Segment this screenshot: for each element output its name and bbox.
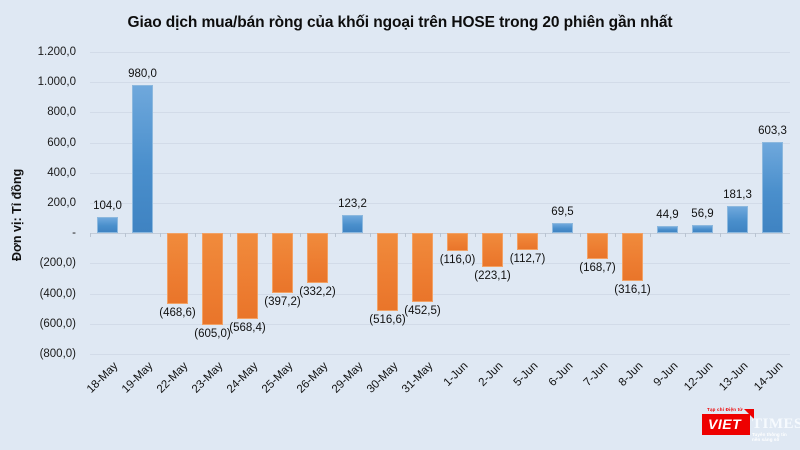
axis-tick xyxy=(300,233,301,238)
gridline xyxy=(90,172,790,174)
bar[interactable] xyxy=(447,233,468,251)
y-axis-tick-label: (600,0) xyxy=(39,317,76,330)
logo-brand-primary: VIET xyxy=(708,416,742,432)
chart-title: Giao dịch mua/bán ròng của khối ngoại tr… xyxy=(127,14,673,31)
bar[interactable] xyxy=(167,233,188,304)
bar[interactable] xyxy=(202,233,223,325)
gridline xyxy=(90,142,790,144)
bar[interactable] xyxy=(272,233,293,294)
axis-tick xyxy=(230,233,231,238)
bar[interactable] xyxy=(377,233,398,312)
axis-tick xyxy=(755,233,756,238)
y-axis-tick-label: 200,0 xyxy=(47,197,76,209)
logo-tagline-top: Tạp chí Điện tử xyxy=(707,407,743,412)
bar[interactable] xyxy=(482,233,503,267)
bar-value-label: (332,2) xyxy=(299,286,336,299)
x-axis-tick-label: 18-May xyxy=(84,360,120,396)
bar[interactable] xyxy=(552,222,573,234)
bar[interactable] xyxy=(762,142,783,234)
axis-tick xyxy=(545,233,546,238)
bar-value-label: (397,2) xyxy=(264,296,301,309)
gridline xyxy=(90,293,790,295)
logo-red-box xyxy=(702,414,750,435)
axis-tick xyxy=(615,233,616,238)
logo-tagline-bottom: Tuyên thông tin nền sáng số xyxy=(752,432,787,442)
bar[interactable] xyxy=(657,226,678,234)
axis-tick xyxy=(90,233,91,238)
gridline xyxy=(90,354,790,355)
axis-tick xyxy=(265,233,266,238)
y-axis-tick-label: 800,0 xyxy=(47,106,76,119)
bar[interactable] xyxy=(692,224,713,234)
bar[interactable] xyxy=(132,85,153,234)
axis-tick xyxy=(510,233,511,238)
gridline xyxy=(90,112,790,114)
y-axis-tick-label: (800,0) xyxy=(39,348,76,360)
bar-value-label: 56,9 xyxy=(691,207,714,220)
bar[interactable] xyxy=(622,233,643,281)
axis-tick xyxy=(720,233,721,238)
axis-tick xyxy=(475,233,476,238)
bar[interactable] xyxy=(727,205,748,234)
axis-tick xyxy=(335,233,336,238)
axis-tick xyxy=(125,233,126,238)
bar-value-label: (568,4) xyxy=(229,322,266,335)
bar[interactable] xyxy=(307,233,328,284)
axis-tick xyxy=(370,233,371,238)
gridline xyxy=(90,203,790,204)
bar[interactable] xyxy=(342,214,363,234)
bar[interactable] xyxy=(237,233,258,320)
y-axis-tick-label: 400,0 xyxy=(47,166,76,179)
axis-tick xyxy=(685,233,686,238)
bar[interactable] xyxy=(517,233,538,251)
axis-tick xyxy=(160,233,161,238)
axis-tick xyxy=(440,233,441,238)
bar-value-label: 69,5 xyxy=(551,205,574,218)
y-axis-tick-label: (400,0) xyxy=(39,287,76,300)
gridline xyxy=(90,52,790,53)
axis-tick xyxy=(650,233,651,238)
bar-value-label: 181,3 xyxy=(723,188,752,201)
bar[interactable] xyxy=(412,233,433,302)
y-axis-tick-label: - xyxy=(72,227,76,240)
bar-value-label: (168,7) xyxy=(579,261,616,274)
bar-value-label: 980,0 xyxy=(128,68,157,81)
bar-value-label: (116,0) xyxy=(439,253,476,266)
y-axis-tick-label: 600,0 xyxy=(47,136,76,149)
bar[interactable] xyxy=(97,217,118,234)
bar-value-label: 123,2 xyxy=(338,197,367,210)
y-axis-tick-label: 1.200,0 xyxy=(37,46,76,58)
y-axis-tick-label: (200,0) xyxy=(39,257,76,270)
gridline xyxy=(90,323,790,325)
axis-tick xyxy=(405,233,406,238)
bar-value-label: (112,7) xyxy=(509,253,546,266)
axis-tick xyxy=(195,233,196,238)
bar-value-label: (468,6) xyxy=(159,306,196,319)
bar[interactable] xyxy=(587,233,608,259)
bar-value-label: (316,1) xyxy=(614,283,651,296)
axis-tick xyxy=(580,233,581,238)
bar-value-label: (605,0) xyxy=(194,327,231,340)
bar-value-label: (452,5) xyxy=(404,304,441,317)
viettimes-logo: Tạp chí Điện tử VIET TIMES Tuyên thông t… xyxy=(700,406,800,444)
y-axis-tick-label: 1.000,0 xyxy=(37,76,76,89)
bar-value-label: 104,0 xyxy=(93,200,122,213)
bar-value-label: 44,9 xyxy=(656,209,679,222)
logo-brand-secondary: TIMES xyxy=(752,416,800,432)
bar-value-label: (223,1) xyxy=(474,269,511,282)
gridline xyxy=(90,82,790,84)
bar-value-label: (516,6) xyxy=(369,314,406,327)
plot-area: 1.200,0 1.000,0 800,0 600,0 400,0 200,0 - (200,… xyxy=(38,46,790,396)
gridline xyxy=(90,263,790,265)
bar-value-label: 603,3 xyxy=(758,125,787,138)
